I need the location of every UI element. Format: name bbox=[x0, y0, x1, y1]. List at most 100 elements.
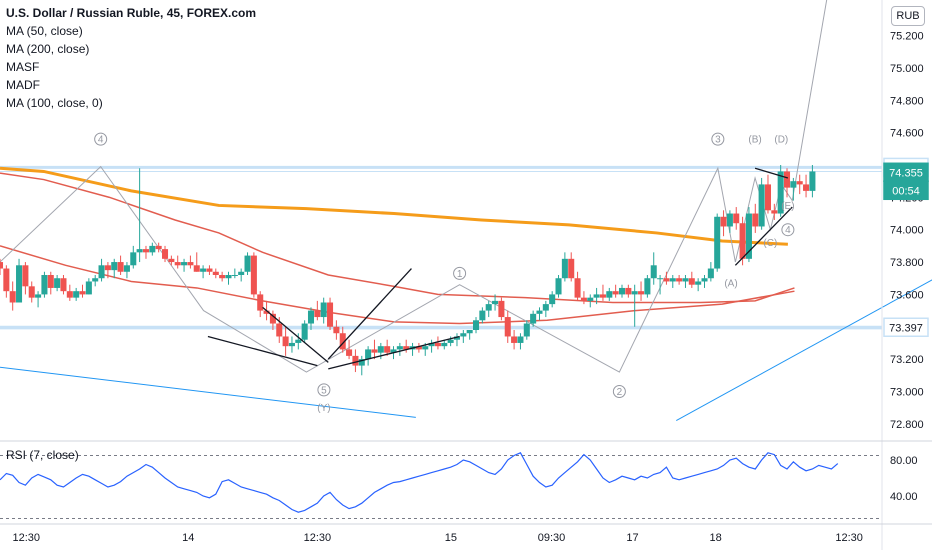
candle-body bbox=[295, 339, 302, 343]
candle-body bbox=[587, 297, 594, 301]
candle-body bbox=[123, 265, 130, 272]
legend-ma200[interactable]: MA (200, close) bbox=[6, 42, 90, 56]
support-levels bbox=[0, 165, 882, 330]
candle-body bbox=[47, 275, 54, 288]
legend-madf[interactable]: MADF bbox=[6, 78, 40, 92]
candle-body bbox=[517, 336, 524, 343]
candle-body bbox=[403, 346, 410, 350]
candle-body bbox=[339, 333, 346, 350]
candle-body bbox=[327, 302, 334, 327]
price-label-box bbox=[883, 317, 929, 337]
candle-body bbox=[803, 184, 810, 191]
price-label: 00:54 bbox=[892, 185, 920, 197]
price-tick-label: 74.600 bbox=[890, 128, 924, 140]
candle-body bbox=[434, 342, 441, 347]
candle-body bbox=[745, 213, 752, 259]
candle-body bbox=[695, 281, 702, 285]
price-label: 73.397 bbox=[889, 322, 923, 334]
candle-body bbox=[599, 294, 606, 298]
candle-body bbox=[783, 171, 791, 188]
candle-body bbox=[644, 278, 651, 295]
rsi-tick-label: 40.00 bbox=[890, 491, 918, 503]
candle-body bbox=[511, 336, 518, 343]
chart-title[interactable]: U.S. Dollar / Russian Ruble, 45, FOREX.c… bbox=[6, 6, 257, 20]
wave-label-circle bbox=[781, 223, 795, 237]
candle-body bbox=[168, 258, 175, 263]
candle-body bbox=[606, 291, 613, 298]
candle-body bbox=[669, 278, 676, 282]
price-tick-label: 73.200 bbox=[890, 354, 924, 366]
candle-body bbox=[85, 281, 92, 295]
wave-label: 1 bbox=[457, 269, 463, 280]
candle-body bbox=[41, 275, 48, 295]
candle-body bbox=[263, 310, 270, 314]
time-tick-label: 12:30 bbox=[304, 532, 332, 544]
candle-body bbox=[676, 278, 683, 282]
candle-body bbox=[276, 323, 283, 337]
candle-body bbox=[161, 249, 169, 259]
candle-body bbox=[542, 304, 549, 311]
candle-body bbox=[28, 286, 35, 298]
wave-label-circle bbox=[453, 266, 467, 280]
candle-body bbox=[523, 323, 530, 337]
time-tick-label: 12:30 bbox=[12, 532, 40, 544]
time-tick-label: 17 bbox=[626, 532, 638, 544]
candle-body bbox=[35, 294, 42, 298]
candle-body bbox=[638, 291, 645, 295]
indicator-legend: U.S. Dollar / Russian Ruble, 45, FOREX.c… bbox=[6, 4, 256, 112]
candle-body bbox=[377, 346, 384, 353]
candle-body bbox=[3, 268, 10, 292]
candle-body bbox=[384, 346, 391, 353]
candle-body bbox=[688, 278, 695, 285]
candle-body bbox=[365, 349, 372, 360]
triangle-pattern-line bbox=[328, 335, 460, 370]
candle-body bbox=[580, 297, 587, 301]
currency-button[interactable]: RUB bbox=[891, 6, 925, 26]
candle-body bbox=[752, 213, 759, 227]
candle-body bbox=[111, 262, 118, 271]
candle-body bbox=[231, 275, 238, 276]
candle-body bbox=[358, 359, 365, 366]
rsi-legend[interactable]: RSI (7, close) bbox=[6, 448, 79, 462]
candle-body bbox=[142, 249, 149, 253]
candle-body bbox=[764, 184, 771, 211]
candle-body bbox=[269, 313, 276, 324]
candle-body bbox=[422, 346, 429, 350]
triangle-pattern-line bbox=[734, 206, 793, 266]
candle-body bbox=[663, 278, 670, 282]
legend-ma100[interactable]: MA (100, close, 0) bbox=[6, 96, 103, 110]
candle-body bbox=[390, 349, 397, 353]
ma-line bbox=[0, 172, 795, 304]
legend-ma50[interactable]: MA (50, close) bbox=[6, 24, 83, 38]
price-tick-label: 72.800 bbox=[890, 419, 924, 431]
time-tick-label: 09:30 bbox=[538, 532, 566, 544]
price-tick-label: 73.000 bbox=[890, 386, 924, 398]
candle-body bbox=[257, 294, 264, 311]
candle-body bbox=[136, 249, 143, 253]
candle-body bbox=[777, 171, 784, 214]
candle-body bbox=[314, 310, 321, 318]
candle-body bbox=[790, 181, 797, 188]
wave-labels: 4 5 (Y) 1 2 3 (B) (D) (E) (C) 4 (A) bbox=[94, 132, 795, 414]
candle-body bbox=[739, 223, 746, 259]
candle-body bbox=[301, 323, 308, 340]
triangle-pattern-line bbox=[754, 167, 789, 179]
price-label-box bbox=[883, 180, 929, 201]
candle-body bbox=[701, 278, 708, 282]
candle-body bbox=[16, 265, 23, 303]
candle-body bbox=[568, 258, 575, 279]
time-tick-label: 18 bbox=[710, 532, 722, 544]
candle-body bbox=[181, 262, 188, 266]
candle-body bbox=[549, 294, 556, 305]
wave-label: (D) bbox=[774, 135, 788, 146]
rsi-tick-label: 80.00 bbox=[890, 455, 918, 467]
legend-masf[interactable]: MASF bbox=[6, 60, 40, 74]
candle-body bbox=[428, 342, 435, 347]
candle-body bbox=[225, 275, 232, 279]
wave-label: 4 bbox=[98, 135, 104, 146]
price-tick-label: 74.800 bbox=[890, 95, 924, 107]
candle-body bbox=[282, 336, 289, 347]
candle-body bbox=[238, 271, 245, 275]
